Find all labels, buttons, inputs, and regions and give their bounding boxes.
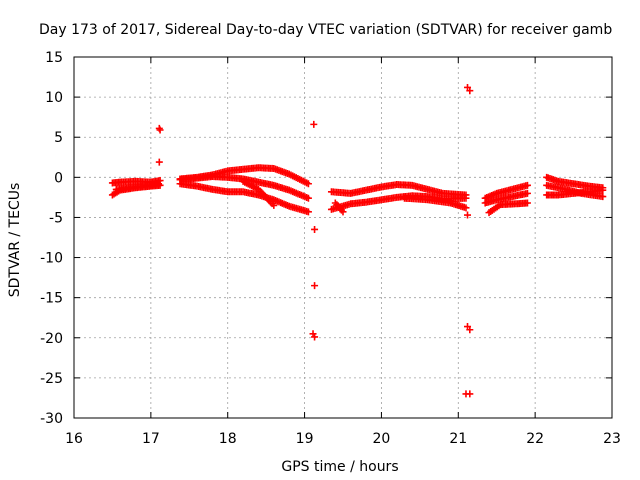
data-point-outlier [155,158,163,166]
x-tick-label: 18 [219,431,237,447]
tick-labels: 16 17 18 19 20 21 22 23 -30 -25 -20 -15 -10 -5 0 5 10 15 [40,50,621,447]
y-tick-label: 10 [45,90,63,106]
data-point [155,180,163,188]
data-point-outlier [311,333,319,341]
y-tick-label: -15 [40,291,63,307]
data-point [304,180,312,188]
data-point-outlier [310,120,318,128]
data-point-outlier [156,126,164,134]
plot-frame [73,56,613,419]
data-point-outlier [311,282,319,290]
x-tick-label: 19 [296,431,314,447]
data-point-outlier [311,225,319,233]
y-tick-label: -5 [49,210,63,226]
data-point [599,186,607,194]
data-point-outlier [464,211,472,219]
grid [74,57,612,418]
y-axis-label: SDTVAR / TECUs [7,183,23,298]
data-point-outlier [466,326,474,334]
x-tick-label: 23 [603,431,621,447]
data-point [462,204,470,212]
y-tick-label: -20 [40,331,63,347]
data-point-outlier [466,87,474,95]
data-point [304,208,312,216]
y-tick-label: -25 [40,371,63,387]
x-tick-label: 22 [526,431,544,447]
y-tick-label: -10 [40,251,63,267]
data-point [599,193,607,201]
y-tick-label: 0 [54,170,63,186]
data-point [304,194,312,202]
data-point-outlier [466,390,474,398]
data-point [270,201,278,209]
x-axis-label: GPS time / hours [281,459,398,475]
data-point [339,208,347,216]
axis-ticks [73,56,613,419]
y-tick-label: 5 [54,130,63,146]
y-tick-label: -30 [40,411,63,427]
x-tick-label: 21 [449,431,467,447]
x-tick-label: 17 [142,431,160,447]
data-point [523,189,531,197]
x-tick-label: 20 [373,431,391,447]
data-marks [108,83,607,398]
chart-title: Day 173 of 2017, Sidereal Day-to-day VTE… [39,22,612,38]
data-point [523,181,531,189]
data-point [523,199,531,207]
y-tick-label: 15 [45,50,63,66]
data-point [462,194,470,202]
x-tick-label: 16 [65,431,83,447]
